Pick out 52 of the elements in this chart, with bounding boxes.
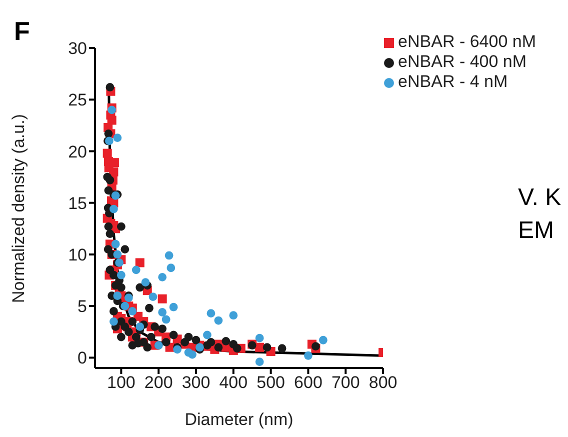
- x-axis-title: Diameter (nm): [184, 410, 294, 429]
- legend-label: eNBAR - 400 nM: [398, 52, 527, 71]
- point: [318, 336, 328, 344]
- point: [113, 250, 122, 259]
- point: [158, 272, 167, 282]
- point: [203, 330, 212, 340]
- legend-label: eNBAR - 4 nM: [398, 72, 508, 91]
- text: F: [14, 16, 30, 46]
- point: [255, 358, 264, 366]
- text: V. K: [518, 184, 562, 211]
- y-tick-label: 5: [78, 297, 87, 316]
- y-tick-label: 30: [68, 39, 87, 58]
- point: [166, 264, 176, 272]
- y-tick-label: 15: [68, 194, 87, 213]
- point: [214, 316, 223, 325]
- point: [108, 106, 116, 114]
- text: EM: [518, 217, 554, 244]
- x-tick-label: 800: [368, 373, 398, 392]
- point: [188, 350, 196, 359]
- point: [141, 278, 150, 287]
- legend-label: eNBAR - 6400 nM: [398, 32, 536, 51]
- x-tick-label: 100: [107, 373, 136, 392]
- point: [162, 315, 170, 324]
- point: [132, 266, 140, 274]
- point: [113, 292, 122, 300]
- point: [136, 322, 144, 331]
- x-tick-label: 400: [219, 373, 248, 392]
- y-tick-label: 0: [78, 348, 87, 368]
- point: [128, 307, 137, 316]
- point: [116, 270, 126, 280]
- point: [110, 317, 118, 326]
- point: [255, 334, 264, 342]
- point: [124, 294, 133, 302]
- point: [158, 308, 167, 316]
- y-tick-label: 20: [68, 142, 87, 162]
- y-tick-label: 10: [68, 245, 87, 264]
- point: [111, 240, 120, 248]
- x-tick-label: 700: [331, 373, 360, 392]
- point: [169, 302, 178, 312]
- y-axis-title: Normalized density (a.u.): [9, 114, 28, 303]
- x-tick-label: 500: [256, 373, 286, 392]
- point: [229, 311, 238, 320]
- point: [110, 204, 118, 214]
- point: [164, 251, 174, 260]
- x-tick-label: 300: [182, 373, 210, 392]
- x-tick-label: 600: [294, 373, 322, 392]
- y-tick-label: 25: [68, 90, 87, 110]
- x-tick-label: 200: [144, 373, 173, 392]
- point: [113, 134, 122, 142]
- point: [148, 292, 158, 301]
- point: [206, 309, 216, 318]
- point: [304, 351, 312, 360]
